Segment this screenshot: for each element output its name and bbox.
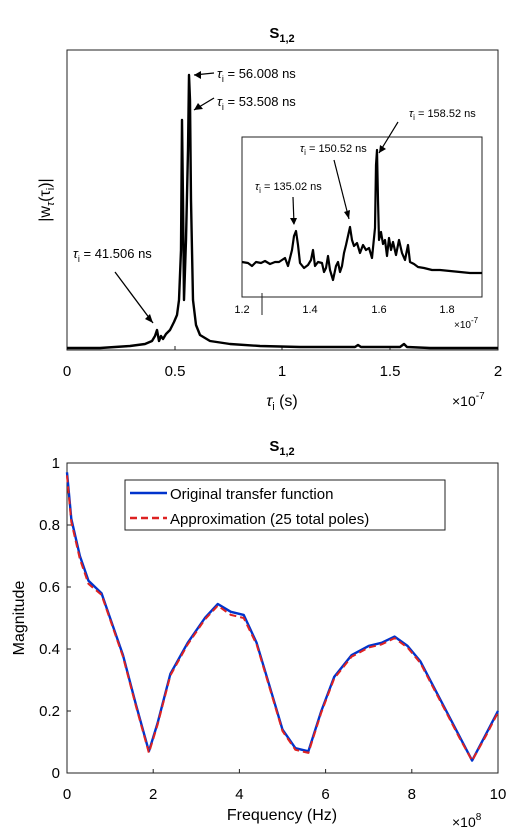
bottom-y-tick-label: 0 xyxy=(52,765,60,782)
legend-label-original: Original transfer function xyxy=(170,486,333,503)
bottom-y-tick-label: 1 xyxy=(52,455,60,472)
annotation-150-52: τi = 150.52 ns xyxy=(300,143,367,157)
top-x-tick-label: 2 xyxy=(494,363,502,380)
bottom-x-multiplier: ×108 xyxy=(452,812,482,830)
legend-box xyxy=(124,479,446,531)
bottom-y-tick-label: 0.4 xyxy=(39,641,60,658)
top-y-axis-label: |wτ(τi)| xyxy=(37,178,57,221)
top-x-tick-label: 0 xyxy=(63,363,71,380)
legend: Original transfer function Approximation… xyxy=(124,479,446,531)
bottom-plot-area xyxy=(66,462,499,774)
bottom-x-tick-label: 0 xyxy=(63,786,71,803)
bottom-chart-title: S1,2 xyxy=(269,438,294,458)
top-spectrum-line xyxy=(67,73,498,350)
top-x-tick-label: 0.5 xyxy=(165,363,186,380)
annotation-41-506: τi = 41.506 ns xyxy=(73,246,152,264)
inset-x-ticks: 1.2 1.4 1.6 1.8 xyxy=(234,304,454,316)
bottom-y-axis-label: Magnitude xyxy=(11,581,28,656)
bottom-x-tick-label: 2 xyxy=(149,786,157,803)
bottom-chart: S1,2 0 2 4 6 8 10 0 0.2 0.4 0.6 0.8 1 Magnitude Fre… xyxy=(11,438,506,830)
bottom-x-tick-label: 6 xyxy=(321,786,329,803)
inset-x-tick-label: 1.6 xyxy=(371,304,386,316)
inset-x-multiplier: ×10-7 xyxy=(454,316,479,331)
annotation-135-02: τi = 135.02 ns xyxy=(255,181,322,195)
bottom-y-tick-label: 0.2 xyxy=(39,703,60,720)
inset-chart: 1.2 1.4 1.6 1.8 ×10-7 τi = 158.52 ns τi … xyxy=(234,108,483,331)
bottom-series xyxy=(65,472,500,762)
bottom-y-tick-label: 0.6 xyxy=(39,579,60,596)
top-x-tick-label: 1 xyxy=(278,363,286,380)
top-x-ticks: 0 0.5 1 1.5 2 xyxy=(63,346,502,380)
inset-x-tick-label: 1.4 xyxy=(302,304,317,316)
bottom-x-tick-label: 8 xyxy=(408,786,416,803)
series-approximation-line xyxy=(66,475,499,762)
inset-spectrum-line xyxy=(241,148,482,282)
bottom-x-tick-label: 4 xyxy=(235,786,243,803)
bottom-x-axis-label: Frequency (Hz) xyxy=(227,807,337,824)
top-x-multiplier: ×10-7 xyxy=(452,391,485,409)
top-chart-title: S1,2 xyxy=(269,25,294,45)
annotation-53-508: τi = 53.508 ns xyxy=(217,94,296,112)
top-x-tick-label: 1.5 xyxy=(380,363,401,380)
bottom-y-tick-label: 0.8 xyxy=(39,517,60,534)
inset-x-tick-label: 1.2 xyxy=(234,304,249,316)
inset-plot-area xyxy=(241,136,483,298)
legend-label-approximation: Approximation (25 total poles) xyxy=(170,511,369,528)
top-chart: S1,2 0 0.5 1 1.5 2 τi (s) ×10-7 |wτ(τi)|… xyxy=(37,25,502,413)
top-annotations: τi = 56.008 ns τi = 53.508 ns τi = 41.50… xyxy=(73,66,296,324)
annotation-56-008: τi = 56.008 ns xyxy=(217,66,296,84)
bottom-ticks: 0 2 4 6 8 10 0 0.2 0.4 0.6 0.8 1 xyxy=(39,455,506,803)
annotation-158-52: τi = 158.52 ns xyxy=(409,108,476,122)
bottom-x-tick-label: 10 xyxy=(490,786,507,803)
top-x-axis-label: τi (s) xyxy=(266,393,298,413)
inset-x-tick-label: 1.8 xyxy=(439,304,454,316)
